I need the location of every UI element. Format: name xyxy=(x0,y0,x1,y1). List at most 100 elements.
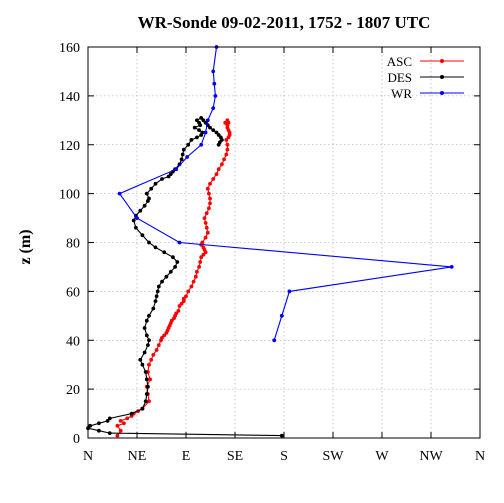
data-point xyxy=(205,186,210,191)
data-point xyxy=(214,172,219,177)
data-point xyxy=(174,311,179,316)
data-point xyxy=(195,269,199,274)
data-point xyxy=(220,162,224,167)
y-tick-label: 80 xyxy=(66,237,80,252)
data-point xyxy=(211,177,216,181)
legend-swatch-marker xyxy=(440,91,444,95)
data-point xyxy=(168,172,173,177)
data-point xyxy=(105,419,110,423)
data-point xyxy=(140,406,145,411)
data-point xyxy=(279,433,284,438)
legend-item-des: DES xyxy=(387,70,464,85)
data-point xyxy=(201,245,206,250)
data-point xyxy=(144,191,149,196)
data-point xyxy=(202,216,207,221)
data-point xyxy=(151,353,156,357)
data-point xyxy=(140,362,145,367)
data-point xyxy=(166,174,171,179)
y-tick-label: 140 xyxy=(59,90,80,105)
data-point xyxy=(225,147,230,152)
data-point xyxy=(179,157,184,162)
data-point xyxy=(154,348,159,352)
data-point xyxy=(224,138,229,142)
data-point xyxy=(211,128,216,133)
data-point xyxy=(287,289,292,294)
data-point xyxy=(143,370,148,374)
data-point xyxy=(223,120,228,125)
data-point xyxy=(142,326,147,330)
data-point xyxy=(213,94,218,98)
y-tick-label: 60 xyxy=(66,285,80,300)
y-tick-label: 120 xyxy=(59,139,80,154)
data-point xyxy=(156,343,161,347)
data-point xyxy=(203,130,208,135)
x-tick-label: NE xyxy=(128,449,147,464)
series-line-asc xyxy=(116,119,231,436)
data-point xyxy=(197,128,202,133)
legend-swatch-marker xyxy=(440,75,444,79)
data-point xyxy=(143,399,148,404)
data-point xyxy=(208,181,212,186)
data-point xyxy=(199,142,204,147)
data-point xyxy=(201,118,206,123)
data-point xyxy=(205,230,210,235)
data-point xyxy=(147,313,151,318)
data-point xyxy=(155,289,160,294)
data-point xyxy=(192,125,197,130)
data-point xyxy=(147,196,151,201)
data-point xyxy=(200,240,205,245)
data-point xyxy=(140,233,145,238)
data-point xyxy=(174,167,179,172)
data-point xyxy=(186,289,191,294)
data-point xyxy=(199,116,204,120)
data-point xyxy=(171,255,175,260)
data-point xyxy=(216,142,221,147)
data-point xyxy=(154,294,159,299)
data-point xyxy=(144,377,149,382)
data-point xyxy=(138,357,143,362)
data-point xyxy=(184,294,188,299)
data-point xyxy=(97,421,101,426)
data-point xyxy=(179,301,184,306)
data-point xyxy=(195,135,199,140)
y-tick-label: 0 xyxy=(73,432,80,447)
series-line-des xyxy=(86,117,282,437)
data-point xyxy=(203,120,208,125)
series-wr xyxy=(117,45,454,343)
data-point xyxy=(173,265,178,269)
data-point xyxy=(181,296,186,301)
x-tick-label: N xyxy=(475,449,485,464)
data-point xyxy=(180,152,185,157)
data-point xyxy=(208,125,212,130)
y-tick-label: 20 xyxy=(66,383,80,398)
data-point xyxy=(148,377,153,382)
data-point xyxy=(122,421,126,426)
data-point xyxy=(147,338,151,343)
data-point xyxy=(224,152,229,157)
series-asc xyxy=(115,118,232,438)
legend-item-asc: ASC xyxy=(387,54,464,69)
data-point xyxy=(189,284,194,289)
data-point xyxy=(200,130,205,135)
data-point xyxy=(142,350,147,355)
data-point xyxy=(199,255,204,260)
data-point xyxy=(216,167,221,172)
data-point xyxy=(222,157,227,162)
legend-swatch-marker xyxy=(440,59,444,63)
data-point xyxy=(186,142,191,147)
data-point xyxy=(208,201,212,206)
data-point xyxy=(147,362,151,367)
data-point xyxy=(279,313,284,318)
data-point xyxy=(169,318,174,323)
data-point xyxy=(147,240,151,245)
data-point xyxy=(118,428,123,433)
data-point xyxy=(164,274,169,279)
y-tick-label: 160 xyxy=(59,41,80,56)
data-point xyxy=(146,384,150,389)
series-layer xyxy=(86,45,454,438)
data-point xyxy=(153,299,158,303)
data-point xyxy=(115,423,120,428)
data-point xyxy=(151,306,156,311)
data-point xyxy=(211,69,216,74)
